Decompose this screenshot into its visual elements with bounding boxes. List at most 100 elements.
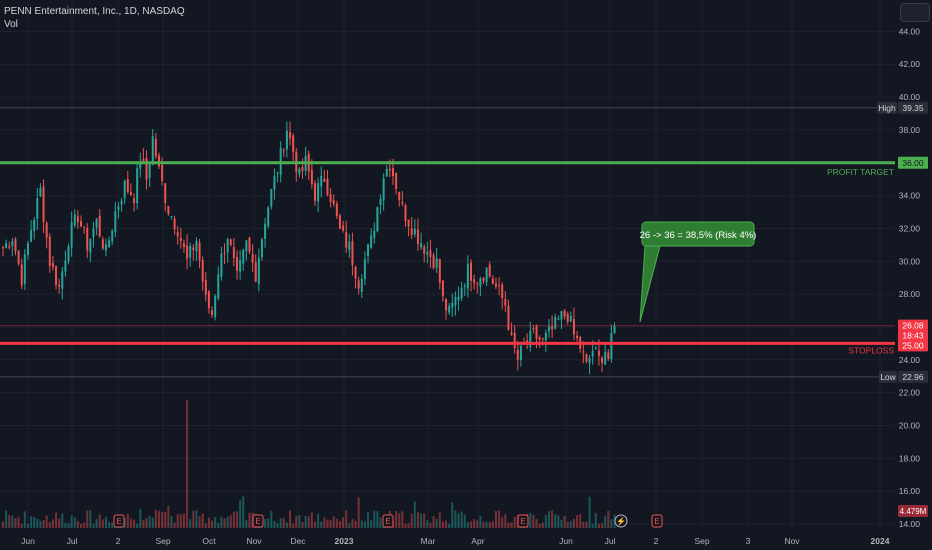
callout-box [641,221,755,247]
volume-bar [323,517,326,528]
candle-body [438,258,441,283]
volume-bar [61,513,64,528]
volume-bar [591,523,594,528]
volume-bar [557,515,560,528]
volume-bar [498,510,501,528]
candle-body [301,166,304,171]
candle-body [201,259,204,282]
candle-body [67,246,70,262]
volume-bar [438,512,441,528]
chart-settings-button[interactable] [900,3,930,22]
earnings-marker-label: E [520,517,525,526]
volume-bar [345,510,348,528]
volume-bar [264,519,267,528]
candle-body [95,218,98,228]
volume-bar [597,523,600,528]
low-label: Low [880,372,896,382]
volume-bar [204,523,207,528]
candle-body [320,175,323,187]
volume-bar [476,520,479,528]
candle-body [214,295,217,318]
volume-bar [83,522,86,528]
time-tick-label: Mar [421,536,436,546]
volume-bar [504,514,507,528]
candle-body [401,202,404,204]
volume-bar [332,516,335,528]
volume-bar [326,519,329,528]
candle-body [273,175,276,190]
candle-body [154,138,157,157]
candle-body [416,229,419,245]
volume-bar [320,521,323,528]
candle-body [108,240,111,247]
volume-bar [441,521,444,528]
volume-bar [142,519,145,528]
candle-body [513,332,516,348]
annotation-callout: 26 -> 36 = 38,5% (Risk 4%) [639,221,757,323]
volume-bar [207,517,210,528]
candle-body [176,232,179,237]
candle-body [342,225,345,231]
candle-body [488,264,491,277]
volume-bar [151,517,154,528]
volume-bar [610,519,613,528]
volume-bar [73,517,76,528]
volume-bar [14,518,17,528]
callout-text: 26 -> 36 = 38,5% (Risk 4%) [640,230,757,241]
candle-body [242,249,245,264]
volume-bar [223,518,226,528]
candle-body [376,207,379,232]
volume-bar [51,519,54,528]
volume-bar [513,516,516,528]
volume-bar [314,521,316,528]
candle-body [8,246,11,248]
volume-bar [148,515,151,528]
candle-body [463,285,466,288]
volume-bar [30,516,33,528]
volume-bar [26,523,29,528]
candle-body [585,354,588,362]
candle-body [26,243,29,256]
candle-body [282,150,285,152]
candle-body [448,306,451,313]
volume-bar [276,523,279,528]
time-tick-label: Jun [559,536,573,546]
candle-body [298,168,301,175]
candle-body [338,215,341,229]
volume-bar [423,513,426,528]
volume-bar [133,519,136,528]
candle-body [610,333,613,360]
candle-body [519,345,522,360]
candle-body [148,163,151,178]
price-axis: 44.00 42.00 40.00 38.00 36.00 34.00 32.00 30.00… [877,26,928,529]
candle-body [158,155,160,167]
candle-body [557,319,560,321]
candle-body [485,267,488,283]
volume-bar [560,519,563,528]
candle-body [92,228,95,238]
candle-body [145,158,148,180]
volume-bar [357,497,360,528]
candle-body [98,215,101,237]
volume-bar [338,521,341,528]
volume-bar [404,523,407,528]
candle-body [80,221,82,227]
volume-bar [367,512,370,528]
candle-body [2,247,4,249]
volume-bar [217,523,220,528]
candle-body [370,235,373,248]
volume-bar [104,516,107,528]
price-tick-label: 18.00 [899,453,921,463]
volume-bar [67,523,70,528]
candle-body [20,264,23,286]
candle-body [220,253,223,277]
volume-bar [189,519,192,528]
time-tick-label: Jul [605,536,616,546]
volume-bar [310,512,313,528]
candle-body [76,216,79,223]
candle-body [164,183,167,203]
volume-bar [576,515,579,528]
candle-body [11,241,14,246]
candle-body [142,158,145,161]
